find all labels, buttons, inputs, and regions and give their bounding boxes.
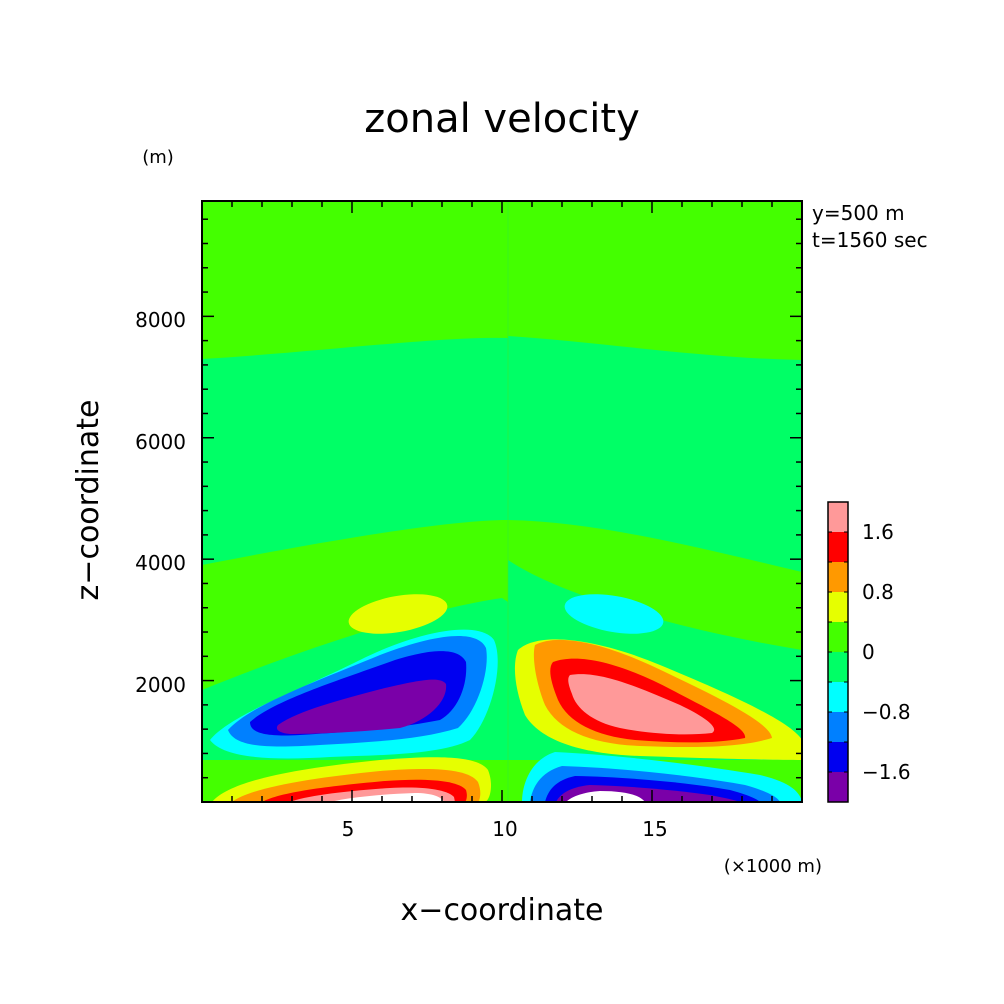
colorbar-label: 1.6 xyxy=(862,520,894,544)
chart-title: zonal velocity xyxy=(364,96,640,142)
colorbar-swatch xyxy=(828,682,848,712)
contour-field xyxy=(202,201,802,802)
y-axis-tick-labels: 2000 4000 6000 8000 xyxy=(135,308,186,697)
lobe-right-core xyxy=(568,674,715,735)
x-axis-tick-labels: 5 10 15 xyxy=(342,817,668,841)
colorbar: −1.6 −0.8 0 0.8 1.6 xyxy=(827,501,911,803)
y-unit-label: (m) xyxy=(142,147,174,168)
colorbar-swatch xyxy=(828,622,848,652)
colorbar-label: 0.8 xyxy=(862,580,894,604)
x-tick-label: 5 xyxy=(342,817,355,841)
band-neutral-upper-right xyxy=(508,336,802,572)
colorbar-label: −1.6 xyxy=(862,760,911,784)
colorbar-swatch xyxy=(828,592,848,622)
y-tick-label: 6000 xyxy=(135,430,186,454)
colorbar-label: 0 xyxy=(862,640,875,664)
colorbar-label: −0.8 xyxy=(862,700,911,724)
x-unit-label: (×1000 m) xyxy=(724,856,822,877)
band-neutral-upper-left xyxy=(202,337,508,565)
colorbar-swatch xyxy=(828,562,848,592)
lobe-left-core xyxy=(276,679,447,734)
y-axis-label: z−coordinate xyxy=(71,400,106,601)
lobe-positive-small xyxy=(348,594,448,634)
y-tick-label: 8000 xyxy=(135,308,186,332)
colorbar-swatch xyxy=(828,742,848,772)
x-axis-label: x−coordinate xyxy=(401,893,604,928)
colorbar-swatch xyxy=(828,652,848,682)
colorbar-swatch xyxy=(828,772,848,802)
x-tick-label: 15 xyxy=(642,817,667,841)
annotation-t: t=1560 sec xyxy=(812,228,928,252)
colorbar-swatch xyxy=(828,712,848,742)
x-tick-label: 10 xyxy=(492,817,517,841)
colorbar-swatch xyxy=(828,502,848,532)
annotation-y: y=500 m xyxy=(812,201,905,225)
surface-right-core xyxy=(566,791,645,802)
y-tick-label: 4000 xyxy=(135,551,186,575)
axis-ticks xyxy=(202,201,802,802)
surface-left-core xyxy=(330,793,444,802)
lobe-negative-small xyxy=(564,594,664,634)
y-tick-label: 2000 xyxy=(135,673,186,697)
colorbar-swatch xyxy=(828,532,848,562)
